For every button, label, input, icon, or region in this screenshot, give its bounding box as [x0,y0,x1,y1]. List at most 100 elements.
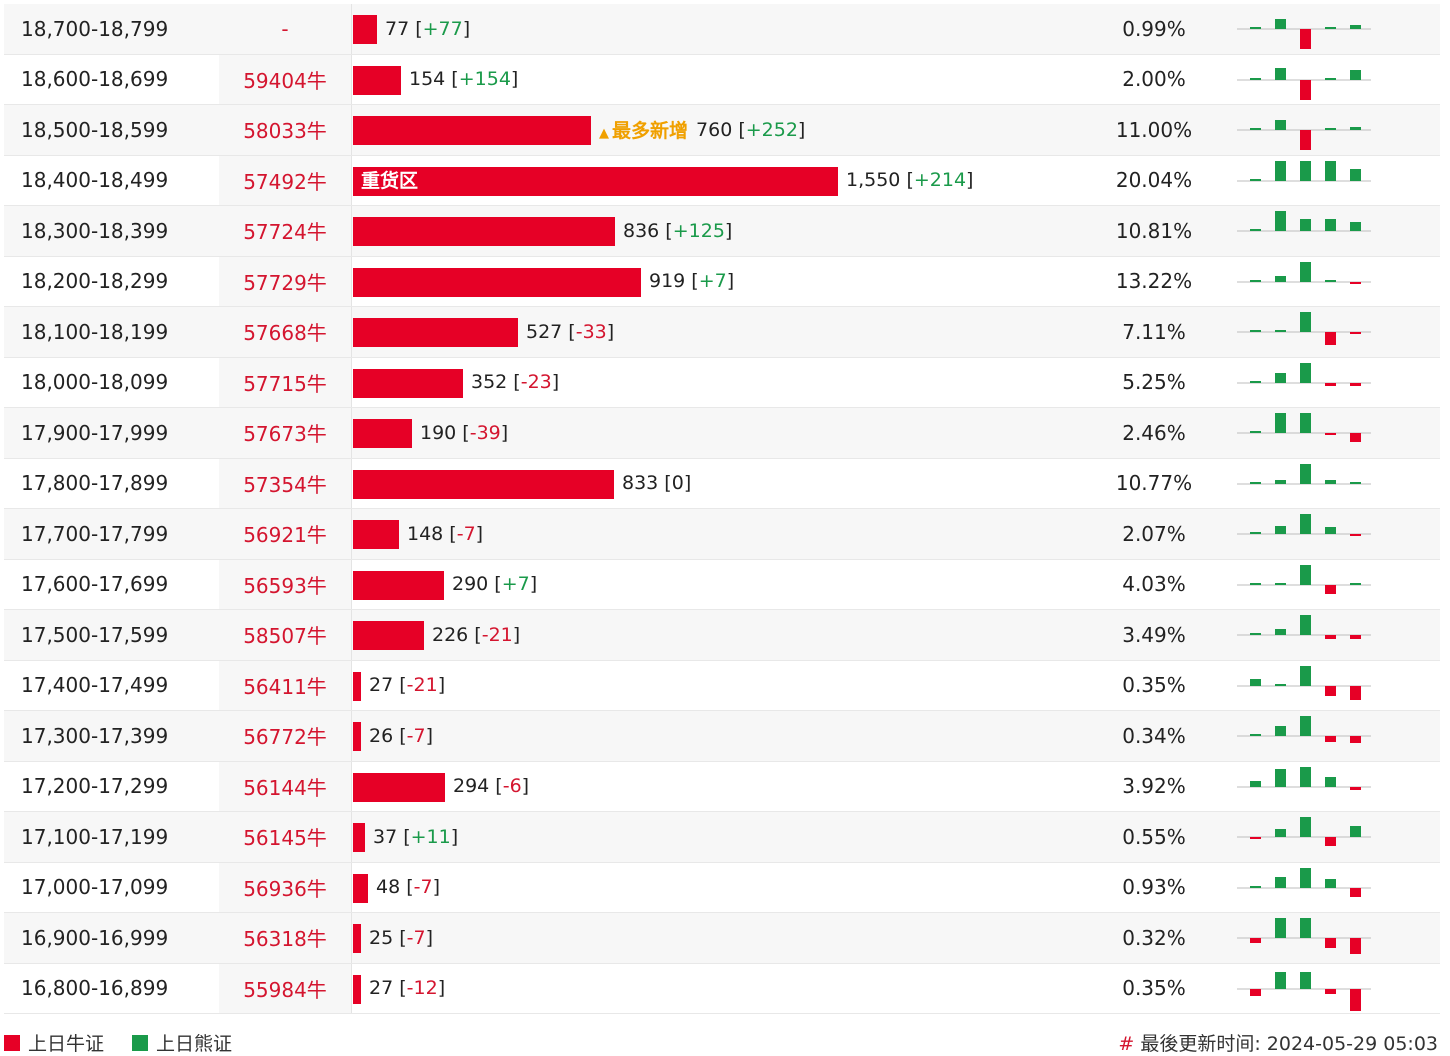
table-row[interactable]: 18,700-18,799 - 77 [+77] 0.99% [4,4,1440,55]
table-row[interactable]: 18,100-18,199 57668牛 527 [-33] 7.11% [4,307,1440,358]
table-row[interactable]: 17,400-17,499 56411牛 27 [-21] 0.35% [4,660,1440,711]
volume-bar-cell: 48 [-7] [351,862,1071,912]
sparkline-bar [1275,413,1286,433]
volume-bar [353,772,445,802]
price-range: 17,500-17,599 [21,622,169,647]
volume-text: 836 [+125] [623,219,733,242]
volume-bar [353,267,641,297]
volume-count: 37 [373,825,398,848]
table-row[interactable]: 17,300-17,399 56772牛 26 [-7] 0.34% [4,711,1440,762]
sparkline-bar [1325,635,1336,639]
sparkline-bar [1350,127,1361,130]
price-range: 17,400-17,499 [21,673,169,698]
sparkline-bar [1325,878,1336,888]
table-row[interactable]: 18,400-18,499 57492牛 重货区 1,550 [+214] 20.04% [4,155,1440,206]
sparkline-bar [1275,876,1286,888]
price-range: 17,600-17,699 [21,572,169,597]
volume-delta: +154 [458,68,511,91]
trend-sparkline [1237,564,1371,594]
table-row[interactable]: 17,500-17,599 58507牛 226 [-21] 3.49% [4,610,1440,661]
share-percent: 13.22% [1115,269,1193,294]
sparkline-bar [1350,281,1361,284]
legend-bull: 上日牛证 [4,1029,104,1056]
table-row[interactable]: 18,600-18,699 59404牛 154 [+154] 2.00% [4,54,1440,105]
sparkline-bar [1300,971,1311,989]
share-percent: 0.55% [1122,824,1186,849]
volume-delta: -7 [406,724,426,747]
sparkline-bar [1300,665,1311,686]
volume-delta: +214 [913,169,967,192]
volume-bar [353,469,614,499]
sparkline-bar [1250,27,1261,29]
reference-code: 57668牛 [243,321,327,346]
sparkline-bar [1250,885,1261,888]
table-row[interactable]: 18,300-18,399 57724牛 836 [+125] 10.81% [4,206,1440,257]
volume-text: 27 [-12] [369,977,446,1000]
reference-code: 57492牛 [219,155,351,205]
sparkline-bar [1325,128,1336,130]
trend-sparkline [1237,413,1371,442]
price-range: 18,000-18,099 [21,370,169,395]
share-percent: 2.07% [1122,521,1186,546]
trend-sparkline [1237,312,1371,345]
table-row[interactable]: 18,200-18,299 57729牛 919 [+7] 13.22% [4,256,1440,307]
table-row[interactable]: 17,800-17,899 57354牛 833 [0] 10.77% [4,458,1440,509]
volume-delta: +7 [698,270,727,293]
sparkline-bar [1250,837,1261,839]
volume-delta: -7 [456,522,476,545]
volume-text: 77 [+77] [385,17,471,40]
sparkline-bar [1300,766,1311,787]
volume-bar [353,570,444,600]
trend-sparkline [1237,19,1371,49]
volume-delta: -21 [481,623,513,646]
sparkline-bar [1350,736,1361,743]
price-range: 17,100-17,199 [21,824,169,849]
table-row[interactable]: 17,600-17,699 56593牛 290 [+7] 4.03% [4,559,1440,610]
volume-bar-cell: 294 [-6] [351,761,1071,811]
legend-bear: 上日熊证 [132,1029,232,1056]
price-range: 17,700-17,799 [21,521,169,546]
price-range: 18,600-18,699 [21,67,169,92]
volume-delta: -12 [406,977,438,1000]
volume-bar-cell: 25 [-7] [351,913,1071,963]
sparkline-bar [1250,780,1261,787]
volume-bar [353,924,361,953]
sparkline-bar [1250,431,1261,433]
sparkline-bar [1350,222,1361,231]
volume-bar-cell: 27 [-21] [351,660,1071,710]
sparkline-bar [1250,229,1261,231]
table-row[interactable]: 17,900-17,999 57673牛 190 [-39] 2.46% [4,408,1440,459]
sparkline-bar [1250,633,1261,635]
volume-delta: +252 [745,118,798,141]
table-row[interactable]: 16,900-16,999 56318牛 25 [-7] 0.32% [4,913,1440,964]
sparkline-bar [1350,332,1361,334]
sparkline-bar [1350,168,1361,181]
sparkline-bar [1250,938,1261,943]
table-row[interactable]: 17,000-17,099 56936牛 48 [-7] 0.93% [4,862,1440,913]
table-row[interactable]: 17,200-17,299 56144牛 294 [-6] 3.92% [4,761,1440,812]
table-row[interactable]: 18,000-18,099 57715牛 352 [-23] 5.25% [4,357,1440,408]
table-row[interactable]: 17,100-17,199 56145牛 37 [+11] 0.55% [4,812,1440,863]
sparkline-bar [1325,479,1336,484]
volume-text: 48 [-7] [376,876,441,899]
sparkline-bar [1275,19,1286,29]
price-range: 18,200-18,299 [21,269,169,294]
sparkline-bar [1275,479,1286,484]
volume-bar [353,368,463,398]
volume-text: 25 [-7] [369,926,434,949]
table-row[interactable]: 18,500-18,599 58033牛 ▲ 最多新增 760 [+252] 11.00% [4,105,1440,156]
volume-bar-cell: 重货区 1,550 [+214] [351,155,1071,205]
price-range: 18,300-18,399 [21,218,169,243]
volume-delta: -33 [575,320,607,343]
reference-code: 56318牛 [243,927,327,952]
heavy-zone-label: 重货区 [361,169,419,192]
sparkline-bar [1325,776,1336,787]
sparkline-bar [1250,128,1261,130]
volume-count: 527 [526,320,563,343]
table-row[interactable]: 16,800-16,899 55984牛 27 [-12] 0.35% [4,963,1440,1014]
sparkline-bar [1325,382,1336,386]
volume-bar [353,873,368,903]
table-row[interactable]: 17,700-17,799 56921牛 148 [-7] 2.07% [4,509,1440,560]
price-range: 18,500-18,599 [21,117,169,142]
share-percent: 3.92% [1122,774,1186,799]
